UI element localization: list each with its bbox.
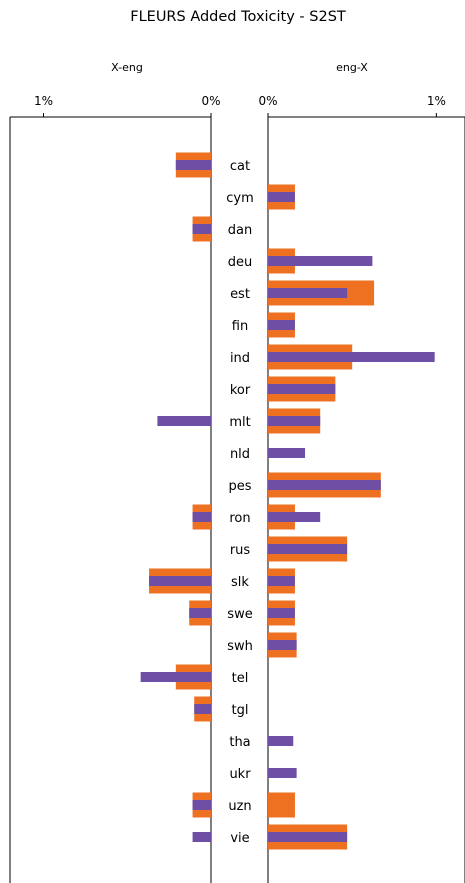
category-label-swh: swh — [227, 639, 253, 654]
x-tick-label: 1% — [34, 94, 53, 108]
bar-swh-eng-x-purple — [268, 640, 297, 650]
chart-title: FLEURS Added Toxicity - S2ST — [130, 9, 346, 25]
bar-dan-x-eng-purple — [192, 224, 211, 234]
bar-ukr-eng-x-purple — [268, 768, 297, 778]
bar-slk-x-eng-purple — [149, 576, 211, 586]
panel-label-x-eng: X-eng — [111, 61, 143, 74]
panel-eng-x: eng-X 0% 1% — [258, 61, 465, 883]
category-label-ron: ron — [229, 511, 250, 526]
category-label-kor: kor — [230, 383, 251, 398]
category-label-tha: tha — [229, 735, 250, 750]
bar-tha-eng-x-purple — [268, 736, 294, 746]
bar-uzn-eng-x-orange — [268, 792, 295, 818]
bar-cym-eng-x-purple — [268, 192, 295, 202]
bar-fin-eng-x-purple — [268, 320, 295, 330]
bar-nld-eng-x-purple — [268, 448, 306, 458]
category-label-est: est — [230, 287, 250, 302]
bar-mlt-eng-x-purple — [268, 416, 321, 426]
category-label-mlt: mlt — [229, 415, 250, 430]
category-label-ukr: ukr — [229, 767, 251, 782]
bar-ron-x-eng-purple — [192, 512, 211, 522]
category-label-ind: ind — [230, 351, 250, 366]
category-label-fin: fin — [232, 319, 248, 334]
bar-rus-eng-x-purple — [268, 544, 348, 554]
bar-est-eng-x-purple — [268, 288, 348, 298]
bar-deu-eng-x-purple — [268, 256, 373, 266]
x-tick-label: 0% — [201, 94, 220, 108]
bar-mlt-x-eng-purple — [157, 416, 211, 426]
category-label-tel: tel — [232, 671, 249, 686]
bar-vie-x-eng-purple — [192, 832, 211, 842]
bar-swe-x-eng-purple — [189, 608, 211, 618]
bar-kor-eng-x-purple — [268, 384, 336, 394]
category-label-nld: nld — [230, 447, 250, 462]
panel-x-eng: X-eng 1% 0% — [9, 61, 221, 883]
bar-tel-x-eng-purple — [140, 672, 211, 682]
category-label-vie: vie — [230, 831, 249, 846]
bar-tgl-x-eng-purple — [194, 704, 211, 714]
panel-label-eng-x: eng-X — [336, 61, 368, 74]
category-label-tgl: tgl — [232, 703, 249, 718]
category-labels: cat cym dan deu est fin ind kor mlt nld pes ron rus s… — [226, 159, 254, 846]
x-tick-label: 1% — [427, 94, 446, 108]
bar-uzn-x-eng-purple — [192, 800, 211, 810]
bar-slk-eng-x-purple — [268, 576, 295, 586]
category-label-slk: slk — [231, 575, 249, 590]
category-label-rus: rus — [230, 543, 251, 558]
bar-swe-eng-x-purple — [268, 608, 295, 618]
category-label-swe: swe — [227, 607, 252, 622]
category-label-uzn: uzn — [228, 799, 251, 814]
category-label-cym: cym — [226, 191, 254, 206]
bar-vie-eng-x-purple — [268, 832, 348, 842]
x-tick-label: 0% — [258, 94, 277, 108]
category-label-pes: pes — [228, 479, 251, 494]
bar-cat-x-eng-purple — [175, 160, 211, 170]
bar-ron-eng-x-purple — [268, 512, 321, 522]
category-label-deu: deu — [228, 255, 253, 270]
category-label-cat: cat — [230, 159, 250, 174]
category-label-dan: dan — [228, 223, 252, 238]
bar-ind-eng-x-purple — [268, 352, 435, 362]
bar-pes-eng-x-purple — [268, 480, 381, 490]
